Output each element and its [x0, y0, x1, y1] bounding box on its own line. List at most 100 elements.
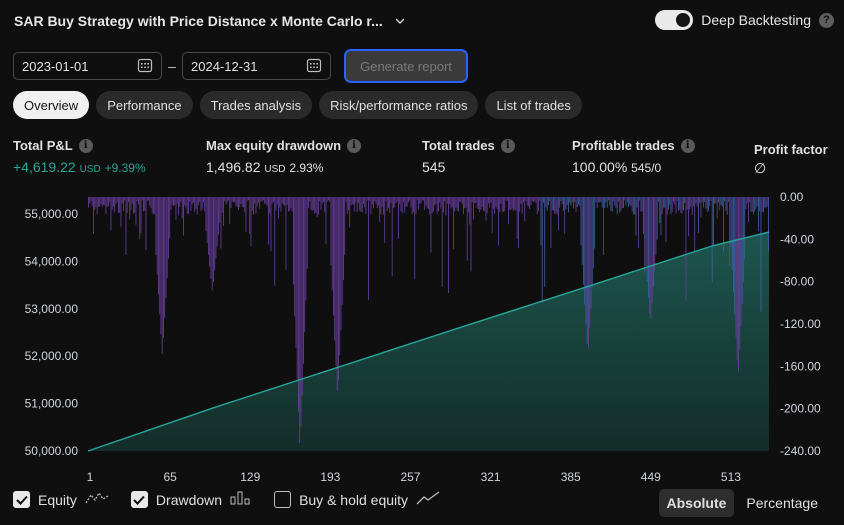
drawdown-bar [584, 197, 586, 305]
drawdown-bar [614, 197, 616, 206]
y-axis-left-tick: 50,000.00 [25, 444, 79, 458]
deep-backtesting-toggle[interactable] [655, 10, 694, 30]
drawdown-bar [395, 197, 397, 203]
calendar-icon[interactable] [137, 57, 153, 76]
stat-total-pnl: Total P&L i +4,619.22 USD +9.39% [13, 138, 146, 175]
generate-report-button[interactable]: Generate report [344, 49, 468, 83]
drawdown-bar [515, 197, 517, 211]
drawdown-bar [754, 197, 756, 212]
drawdown-bar [571, 197, 573, 203]
legend-equity[interactable]: Equity [13, 491, 109, 508]
absolute-button[interactable]: Absolute [658, 489, 735, 517]
info-icon[interactable]: i [680, 138, 695, 153]
drawdown-bar [443, 197, 444, 213]
drawdown-bar [110, 197, 112, 231]
chevron-down-icon[interactable] [393, 14, 407, 28]
info-icon[interactable]: i [500, 138, 515, 153]
drawdown-bar [564, 197, 566, 234]
drawdown-bar [208, 197, 209, 255]
strategy-title-row[interactable]: SAR Buy Strategy with Price Distance x M… [14, 10, 407, 32]
drawdown-bar [160, 197, 162, 335]
drawdown-bar [426, 197, 428, 209]
y-axis-left-tick: 51,000.00 [25, 397, 79, 411]
drawdown-bar [655, 197, 657, 256]
drawdown-bar [126, 197, 128, 214]
drawdown-bar [588, 197, 589, 348]
drawdown-bar [765, 197, 767, 208]
drawdown-bar [560, 197, 562, 202]
drawdown-bar [330, 197, 332, 266]
x-axis-tick: 257 [400, 470, 420, 484]
strategy-title[interactable]: SAR Buy Strategy with Price Distance x M… [14, 13, 383, 29]
percentage-button[interactable]: Percentage [746, 495, 818, 511]
drawdown-bar [506, 197, 508, 201]
end-date-field[interactable]: 2024-12-31 [182, 52, 331, 80]
drawdown-bar [616, 197, 618, 215]
tab-overview[interactable]: Overview [13, 91, 90, 119]
drawdown-bar [595, 197, 597, 203]
drawdown-bar [374, 197, 376, 201]
legend-label: Drawdown [155, 491, 223, 508]
info-icon[interactable]: i [78, 138, 93, 153]
drawdown-bar [701, 197, 703, 203]
start-date-field[interactable]: 2023-01-01 [13, 52, 162, 80]
drawdown-bar [155, 197, 157, 255]
drawdown-bar [179, 197, 181, 207]
drawdown-bar [236, 197, 238, 207]
drawdown-bar [408, 197, 409, 203]
drawdown-bar [668, 197, 669, 210]
drawdown-bar [103, 197, 104, 206]
drawdown-bar [238, 197, 239, 211]
drawdown-bar [703, 197, 704, 208]
drawdown-bar [263, 197, 264, 201]
drawdown-bar [345, 197, 347, 202]
drawdown-bar [466, 197, 468, 261]
drawdown-bar [593, 197, 594, 269]
drawdown-bar [555, 197, 557, 213]
drawdown-bar [256, 197, 258, 207]
tab-list-of-trades[interactable]: List of trades [485, 91, 582, 119]
drawdown-bar [280, 197, 282, 212]
drawdown-checkbox[interactable] [130, 491, 148, 508]
buy-hold-checkbox[interactable] [274, 491, 292, 508]
drawdown-bar [98, 197, 99, 207]
drawdown-bar [541, 197, 543, 303]
y-axis-left-tick: 52,000.00 [25, 349, 79, 363]
drawdown-bar [239, 197, 241, 208]
legend-buy-hold[interactable]: Buy & hold equity [274, 491, 440, 508]
drawdown-bar [631, 197, 633, 212]
stat-label: Total trades [422, 138, 495, 153]
help-icon[interactable]: ? [819, 12, 834, 28]
drawdown-bar [479, 197, 481, 213]
drawdown-bar [441, 197, 443, 287]
equity-checkbox[interactable] [13, 491, 30, 508]
drawdown-bar [359, 197, 361, 211]
drawdown-bar [530, 197, 532, 206]
tab-risk-performance-ratios[interactable]: Risk/performance ratios [319, 91, 479, 119]
drawdown-bar [583, 197, 584, 285]
tab-performance[interactable]: Performance [96, 91, 193, 119]
drawdown-bar [293, 197, 294, 285]
drawdown-bar [484, 197, 486, 212]
drawdown-bar [118, 197, 119, 213]
info-icon[interactable]: i [347, 138, 362, 153]
drawdown-bar [475, 197, 477, 203]
drawdown-bar [425, 197, 427, 206]
drawdown-bar [516, 197, 518, 239]
tab-trades-analysis[interactable]: Trades analysis [199, 91, 313, 119]
drawdown-bar [205, 197, 207, 232]
drawdown-bar [328, 197, 329, 201]
drawdown-bar [314, 197, 316, 214]
drawdown-bar [194, 197, 196, 212]
drawdown-bar [90, 197, 92, 202]
drawdown-bar [213, 197, 214, 283]
drawdown-bar [525, 197, 527, 201]
drawdown-bar [313, 197, 314, 210]
drawdown-bar [226, 197, 228, 203]
equity-drawdown-chart[interactable]: 50,000.00 51,000.00 52,000.00 53,000.00 54,0… [0, 185, 844, 485]
stat-max-drawdown: Max equity drawdown i 1,496.82 USD 2.93% [206, 138, 362, 175]
drawdown-bar [445, 197, 447, 216]
calendar-icon[interactable] [306, 57, 322, 76]
legend-drawdown[interactable]: Drawdown [130, 491, 252, 508]
drawdown-bar [715, 197, 717, 204]
